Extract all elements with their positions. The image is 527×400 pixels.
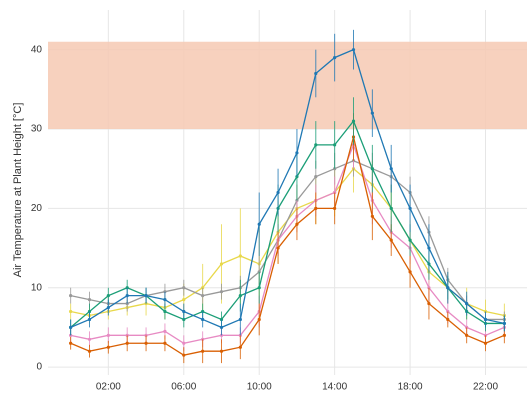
data-point — [427, 246, 431, 250]
data-point — [408, 270, 412, 274]
data-point — [69, 309, 73, 314]
data-point — [483, 317, 488, 322]
data-point — [408, 206, 412, 210]
data-point — [483, 341, 488, 345]
series-line — [70, 143, 505, 344]
x-tick-label: 02:00 — [96, 382, 121, 393]
data-point — [408, 238, 412, 242]
data-point — [502, 321, 506, 326]
data-point — [389, 238, 393, 242]
data-point — [219, 262, 224, 266]
x-tick-label: 18:00 — [398, 382, 423, 393]
data-point — [314, 206, 318, 210]
data-point — [257, 222, 261, 226]
data-point — [219, 325, 224, 329]
data-point — [182, 341, 186, 345]
data-point — [257, 317, 261, 322]
data-point — [144, 341, 148, 345]
x-tick-label: 14:00 — [322, 382, 347, 393]
data-point — [465, 301, 469, 306]
series-line — [70, 48, 505, 329]
data-point — [257, 286, 261, 290]
data-point — [182, 286, 186, 290]
data-point — [87, 317, 92, 322]
data-point — [389, 206, 393, 210]
data-point — [106, 294, 110, 298]
data-point — [295, 151, 299, 155]
y-tick-label: 30 — [31, 124, 43, 135]
data-point — [87, 298, 92, 302]
data-point — [238, 345, 242, 349]
data-point — [333, 143, 337, 147]
data-point — [238, 317, 242, 322]
data-point — [163, 341, 167, 345]
data-point — [370, 214, 374, 218]
data-point — [219, 349, 224, 353]
y-tick-label: 20 — [31, 203, 43, 214]
x-tick-label: 10:00 — [247, 382, 272, 393]
data-point — [144, 294, 148, 298]
series-line — [70, 167, 505, 317]
series-line — [70, 160, 505, 321]
data-point — [295, 222, 299, 226]
data-point — [182, 298, 186, 302]
data-point — [106, 305, 110, 310]
data-point — [182, 309, 186, 314]
y-tick-label: 0 — [36, 362, 42, 373]
data-point — [276, 190, 280, 195]
data-point — [219, 290, 224, 294]
data-point — [87, 349, 92, 353]
x-tick-label: 06:00 — [171, 382, 196, 393]
data-point — [125, 341, 129, 345]
data-point — [333, 56, 337, 60]
data-point — [446, 317, 450, 322]
data-point — [314, 71, 318, 76]
y-tick-label: 10 — [31, 282, 43, 293]
data-point — [163, 329, 167, 333]
data-point — [87, 337, 92, 341]
data-point — [351, 119, 356, 123]
data-point — [125, 294, 129, 298]
data-point — [389, 167, 393, 171]
data-point — [370, 167, 374, 171]
data-point — [201, 317, 205, 322]
data-point — [238, 294, 242, 298]
data-point — [314, 175, 318, 179]
data-point — [69, 341, 73, 345]
data-point — [446, 286, 450, 290]
data-point — [351, 48, 356, 52]
data-point — [201, 349, 205, 353]
data-point — [314, 143, 318, 147]
data-point — [502, 333, 506, 337]
data-point — [69, 325, 73, 329]
x-tick-label: 22:00 — [473, 382, 498, 393]
y-axis-label: Air Temperature at Plant Height [°C] — [12, 103, 24, 278]
y-tick-label: 40 — [31, 44, 43, 55]
data-point — [201, 294, 205, 298]
data-point — [427, 301, 431, 306]
data-point — [163, 309, 167, 314]
data-point — [69, 294, 73, 298]
series-line — [70, 119, 505, 328]
data-point — [370, 111, 374, 115]
data-point — [106, 333, 110, 337]
threshold-band — [48, 41, 527, 130]
data-point — [276, 246, 280, 250]
data-point — [163, 298, 167, 302]
data-point — [333, 206, 337, 210]
data-point — [238, 254, 242, 258]
series-line — [70, 136, 505, 356]
data-point — [182, 353, 186, 357]
data-point — [465, 333, 469, 337]
data-point — [106, 345, 110, 349]
